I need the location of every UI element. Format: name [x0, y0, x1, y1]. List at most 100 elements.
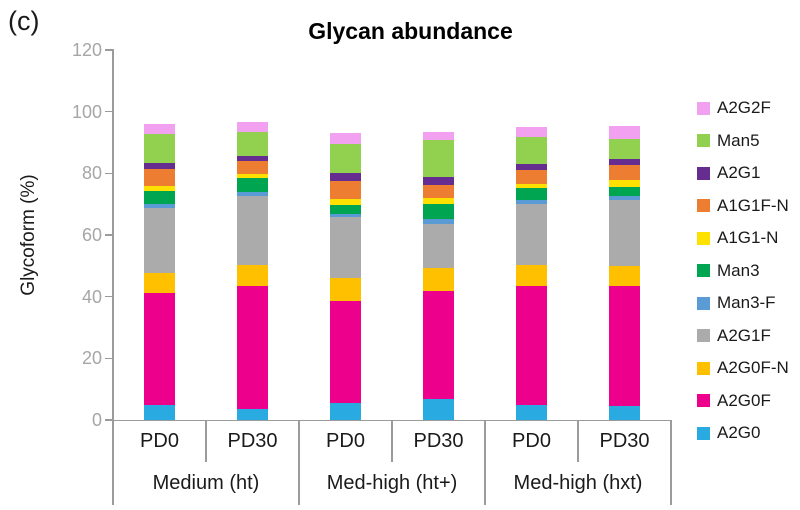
- bar-segment-A2G1F: [237, 195, 268, 265]
- y-tick-mark: [105, 419, 112, 421]
- y-tick-label: 40: [81, 286, 102, 307]
- bar-segment-A2G0: [423, 398, 454, 420]
- legend-swatch-A2G2F: [697, 101, 710, 115]
- bar-segment-Man3-F: [516, 200, 547, 205]
- x-axis-group-label: Medium (ht): [152, 472, 260, 494]
- bar-segment-Man3: [330, 205, 361, 214]
- bar-segment-Man5: [609, 138, 640, 160]
- legend-label: A2G0: [717, 423, 761, 442]
- legend-label: A2G1: [717, 163, 761, 182]
- legend-item: Man5: [697, 130, 760, 152]
- bar-segment-Man3: [516, 188, 547, 201]
- y-tick-mark: [105, 295, 112, 298]
- bar-segment-A1G1F-N: [516, 169, 547, 185]
- bar-segment-Man3-F: [330, 213, 361, 218]
- legend-item: A2G0: [697, 422, 760, 444]
- bar-segment-A2G0F: [609, 286, 640, 407]
- legend-label: A2G0F-N: [717, 358, 789, 377]
- bar-segment-Man3: [237, 178, 268, 192]
- y-axis-line: [112, 49, 114, 505]
- x-axis-label: PD0: [326, 430, 365, 452]
- legend-swatch-A1G1-N: [697, 231, 710, 245]
- bar-segment-A2G2F: [330, 132, 361, 144]
- bar-segment-Man5: [423, 140, 454, 178]
- legend-swatch-A2G1: [697, 166, 710, 180]
- bar-segment-A1G1F-N: [609, 165, 640, 181]
- bar-segment-A2G1F: [609, 199, 640, 266]
- category-separator: [577, 420, 579, 462]
- bar-segment-A2G1: [516, 164, 547, 170]
- bar-segment-A1G1-N: [237, 174, 268, 179]
- bar-segment-A2G1F: [330, 217, 361, 279]
- legend-label: Man3-F: [717, 293, 776, 312]
- bar-segment-A2G0: [516, 405, 547, 420]
- bar-segment-A2G0F: [144, 292, 175, 406]
- bar-segment-Man3-F: [144, 204, 175, 209]
- bar-segment-A1G1-N: [516, 184, 547, 189]
- bar-segment-A1G1-N: [609, 180, 640, 187]
- bar-segment-A2G1F: [144, 208, 175, 274]
- x-axis-group-label: Med-high (hxt): [513, 472, 643, 494]
- group-separator: [484, 420, 486, 505]
- legend-swatch-Man5: [697, 134, 710, 147]
- bar-segment-Man3-F: [423, 218, 454, 224]
- legend-swatch-A1G1F-N: [697, 199, 710, 212]
- legend-label: A1G1-N: [717, 228, 779, 247]
- legend-label: A2G2F: [717, 98, 771, 117]
- y-tick-mark: [105, 357, 112, 360]
- bar-segment-A2G0F-N: [144, 273, 175, 293]
- legend-label: A1G1F-N: [717, 195, 789, 215]
- bar-segment-Man5: [237, 132, 268, 157]
- bar-segment-A2G2F: [516, 127, 547, 137]
- bar-segment-A2G1F: [516, 204, 547, 265]
- bar-segment-A2G2F: [237, 122, 268, 133]
- y-tick-mark: [105, 234, 112, 236]
- bar-segment-A2G0F: [237, 285, 268, 410]
- y-tick-mark: [105, 49, 112, 51]
- bar-segment-A2G0: [609, 406, 640, 420]
- bar-segment-A1G1F-N: [423, 184, 454, 198]
- legend-swatch-A2G0: [697, 426, 710, 440]
- x-axis-label: PD0: [140, 430, 179, 452]
- chart-title: Glycan abundance: [308, 18, 513, 44]
- bar-segment-A2G0F-N: [609, 265, 640, 287]
- legend-item: A1G1F-N: [697, 195, 789, 217]
- bar-segment-A2G2F: [423, 132, 454, 141]
- group-separator: [112, 420, 114, 505]
- bar-segment-A2G1: [609, 159, 640, 166]
- x-axis-label: PD30: [227, 430, 278, 452]
- bar-segment-A1G1-N: [423, 198, 454, 205]
- legend-swatch-A2G0F-N: [697, 361, 710, 375]
- y-tick-label: 60: [81, 225, 102, 245]
- bar-segment-A2G0F-N: [423, 267, 454, 292]
- bar-segment-Man3-F: [609, 195, 640, 200]
- y-tick-label: 20: [81, 348, 102, 369]
- category-separator: [391, 420, 393, 462]
- legend-item: A2G1: [697, 162, 760, 184]
- legend-item: A1G1-N: [697, 227, 778, 249]
- bar-segment-A2G0: [144, 405, 175, 420]
- y-tick-label: 100: [71, 101, 102, 122]
- bar-segment-A2G0F: [423, 291, 454, 399]
- bar-segment-Man3: [609, 186, 640, 196]
- y-tick-label: 0: [91, 410, 102, 430]
- bar-segment-A2G1: [144, 162, 175, 169]
- legend-item: Man3-F: [697, 292, 776, 314]
- bar-segment-A1G1F-N: [330, 181, 361, 199]
- legend-item: A2G0F: [697, 390, 771, 412]
- legend-swatch-A2G1F: [697, 329, 710, 342]
- legend-item: A2G1F: [697, 325, 771, 347]
- bar-segment-A2G0F-N: [330, 278, 361, 301]
- bar-segment-Man5: [330, 143, 361, 173]
- legend-swatch-A2G0F: [697, 394, 710, 407]
- y-tick-label: 120: [71, 40, 102, 60]
- legend-swatch-Man3: [697, 264, 710, 277]
- bar-segment-Man5: [144, 134, 175, 163]
- bar-segment-Man3-F: [237, 191, 268, 196]
- bar-segment-A2G1F: [423, 223, 454, 268]
- y-tick-mark: [105, 172, 112, 175]
- x-axis-label: PD30: [413, 430, 464, 452]
- legend-label: A2G0F: [717, 390, 771, 410]
- bar-segment-A2G1: [423, 177, 454, 185]
